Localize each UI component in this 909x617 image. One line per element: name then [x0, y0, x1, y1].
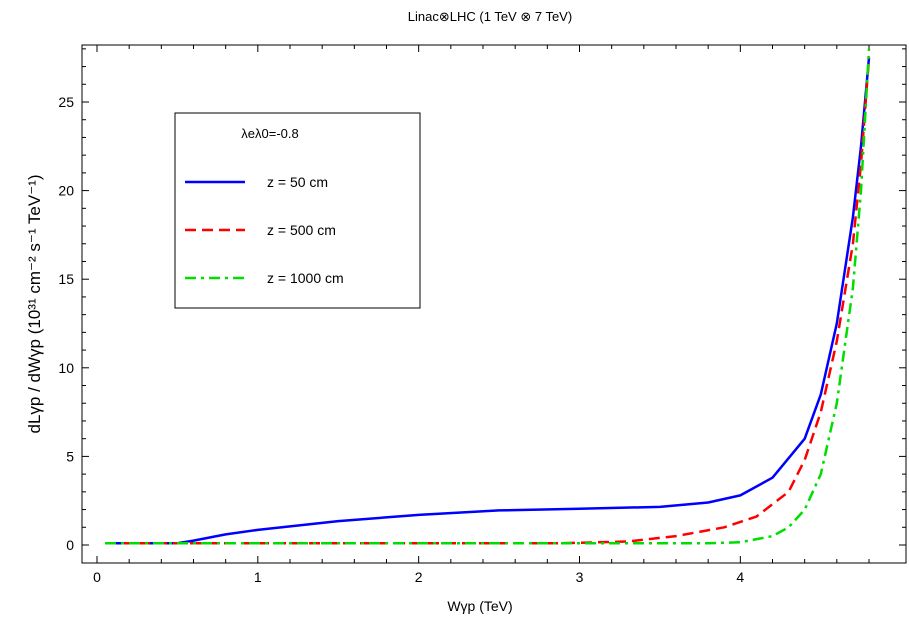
x-tick-label: 0 — [93, 569, 101, 585]
y-tick-label: 15 — [58, 271, 74, 287]
legend-label-1: z = 50 cm — [267, 174, 328, 190]
y-tick-label: 20 — [58, 183, 74, 199]
legend-items: z = 50 cm z = 500 cm z = 1000 cm — [185, 174, 344, 286]
x-tick-label: 1 — [254, 569, 262, 585]
legend: λeλ0=-0.8 z = 50 cm z = 500 cm z = 1000 cm — [174, 112, 421, 309]
x-axis-label: Wγp (TeV) — [447, 598, 512, 614]
x-tick-label: 4 — [736, 569, 744, 585]
y-axis-label: dLγp / dWγp (10³¹ cm⁻² s⁻¹ TeV⁻¹) — [25, 175, 44, 434]
axis-ticks — [82, 45, 906, 563]
legend-box — [174, 112, 421, 309]
plot-frame — [81, 44, 907, 564]
chart-series — [105, 48, 871, 545]
legend-label-2: z = 500 cm — [267, 222, 336, 238]
legend-header: λeλ0=-0.8 — [241, 126, 298, 141]
y-tick-label: 5 — [66, 448, 74, 464]
y-tick-label: 0 — [66, 537, 74, 553]
x-tick-label: 2 — [415, 569, 423, 585]
y-tick-label: 10 — [58, 360, 74, 376]
legend-label-3: z = 1000 cm — [267, 270, 344, 286]
series-line-1 — [105, 57, 871, 545]
chart-title: Linac⊗LHC (1 TeV ⊗ 7 TeV) — [408, 9, 572, 24]
x-tick-label: 3 — [576, 569, 584, 585]
series-line-2 — [105, 57, 871, 545]
axis-tick-labels: 0 1 2 3 4 0 5 10 15 20 25 — [58, 94, 744, 585]
series-line-3 — [105, 48, 871, 545]
y-tick-label: 25 — [58, 94, 74, 110]
